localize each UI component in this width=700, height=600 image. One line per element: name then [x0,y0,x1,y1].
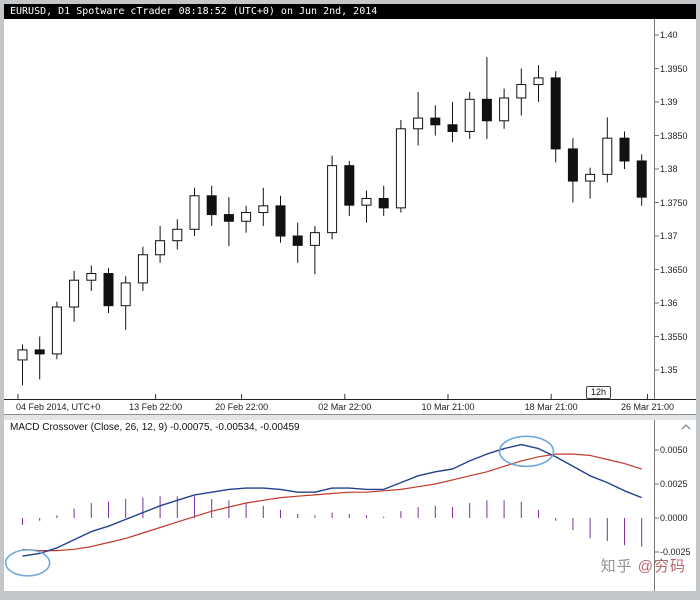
candle-bullish[interactable] [69,270,80,322]
candle-bearish[interactable] [636,154,647,206]
price-tick-label: 1.39 [660,97,678,107]
time-tick-label: 26 Mar 21:00 [620,402,675,412]
candle-bullish[interactable] [120,276,131,330]
candle-bearish[interactable] [550,71,561,163]
chart-title-bar: EURUSD, D1 Spotware cTrader 08:18:52 (UT… [4,4,696,19]
candle-bullish[interactable] [241,205,252,233]
candle-bullish[interactable] [499,88,510,129]
candle-bullish[interactable] [86,265,97,291]
watermark-handle: @穷码 [637,558,686,575]
time-tick-label: 13 Feb 22:00 [129,402,183,412]
chart-title: EURUSD, D1 Spotware cTrader 08:18:52 (UT… [10,6,378,17]
macd-indicator-label: MACD Crossover (Close, 26, 12, 9) -0.000… [10,422,300,433]
macd-tick-label: 0.0000 [660,513,688,523]
price-chart-panel[interactable]: 1.40 1.3950 1.39 1.3850 1.38 1.3750 1.37 1.3650… [4,19,696,400]
candle-bullish[interactable] [172,219,183,250]
bullish-crossover-circle [4,549,51,577]
time-tick-label: 02 Mar 22:00 [318,402,372,412]
candlestick-chart[interactable] [4,19,696,399]
time-tick-label: 20 Feb 22:00 [215,402,269,412]
candle-bullish[interactable] [516,68,527,116]
candle-bullish[interactable] [464,91,475,139]
macd-panel[interactable]: MACD Crossover (Close, 26, 12, 9) -0.000… [4,420,696,591]
candle-bearish[interactable] [447,102,458,143]
candle-bullish[interactable] [602,117,613,183]
candle-bullish[interactable] [585,167,596,199]
price-tick-label: 1.3950 [660,63,688,74]
price-tick-label: 1.38 [660,164,678,174]
macd-tick-label: -0.0025 [660,547,691,557]
time-axis[interactable]: 04 Feb 2014, UTC+0 13 Feb 22:00 20 Feb 22:… [4,400,696,414]
candle-bearish[interactable] [206,185,217,226]
time-tick-label: 04 Feb 2014, UTC+0 [16,402,101,412]
candle-bullish[interactable] [327,155,338,240]
collapse-panel-icon[interactable] [681,424,691,430]
candle-bullish[interactable] [137,246,148,291]
candle-bullish[interactable] [189,187,200,236]
price-tick-label: 1.3550 [660,331,688,342]
macd-chart[interactable] [4,420,696,591]
macd-tick-label: 0.0025 [660,479,688,489]
price-tick-label: 1.36 [660,298,678,308]
time-tick-label: 18 Mar 21:00 [524,402,578,412]
candle-bearish[interactable] [481,57,492,139]
candle-bullish[interactable] [51,301,62,360]
candle-bearish[interactable] [378,185,389,216]
candle-bullish[interactable] [155,225,166,263]
candle-bearish[interactable] [34,336,45,380]
candle-bearish[interactable] [344,160,355,216]
price-tick-label: 1.3750 [660,197,688,208]
watermark: 知乎 @穷码 [601,555,686,576]
candle-bullish[interactable] [395,120,406,213]
candle-bullish[interactable] [17,344,28,386]
candle-bearish[interactable] [275,195,286,243]
candle-bearish[interactable] [430,105,441,136]
candle-bullish[interactable] [533,65,544,102]
candle-bullish[interactable] [309,225,320,275]
price-tick-label: 1.40 [660,30,678,40]
bearish-crossover-circle [498,435,555,468]
price-tick-label: 1.37 [660,231,678,241]
price-tick-label: 1.3850 [660,130,688,141]
macd-line [22,443,642,557]
candle-bullish[interactable] [258,187,269,226]
time-tick-label: 10 Mar 21:00 [421,402,475,412]
bar-countdown-badge: 12h [586,386,612,399]
price-tick-label: 1.35 [660,365,678,375]
candle-bearish[interactable] [223,197,234,247]
candle-bearish[interactable] [103,268,114,314]
candle-bullish[interactable] [361,190,372,223]
watermark-prefix: 知乎 [600,558,633,575]
candle-bearish[interactable] [292,222,303,263]
macd-tick-label: 0.0050 [660,445,688,455]
candle-bearish[interactable] [619,131,630,169]
candle-bearish[interactable] [567,138,578,203]
signal-line [22,453,642,552]
price-tick-label: 1.3650 [660,264,688,275]
candle-bullish[interactable] [413,91,424,146]
